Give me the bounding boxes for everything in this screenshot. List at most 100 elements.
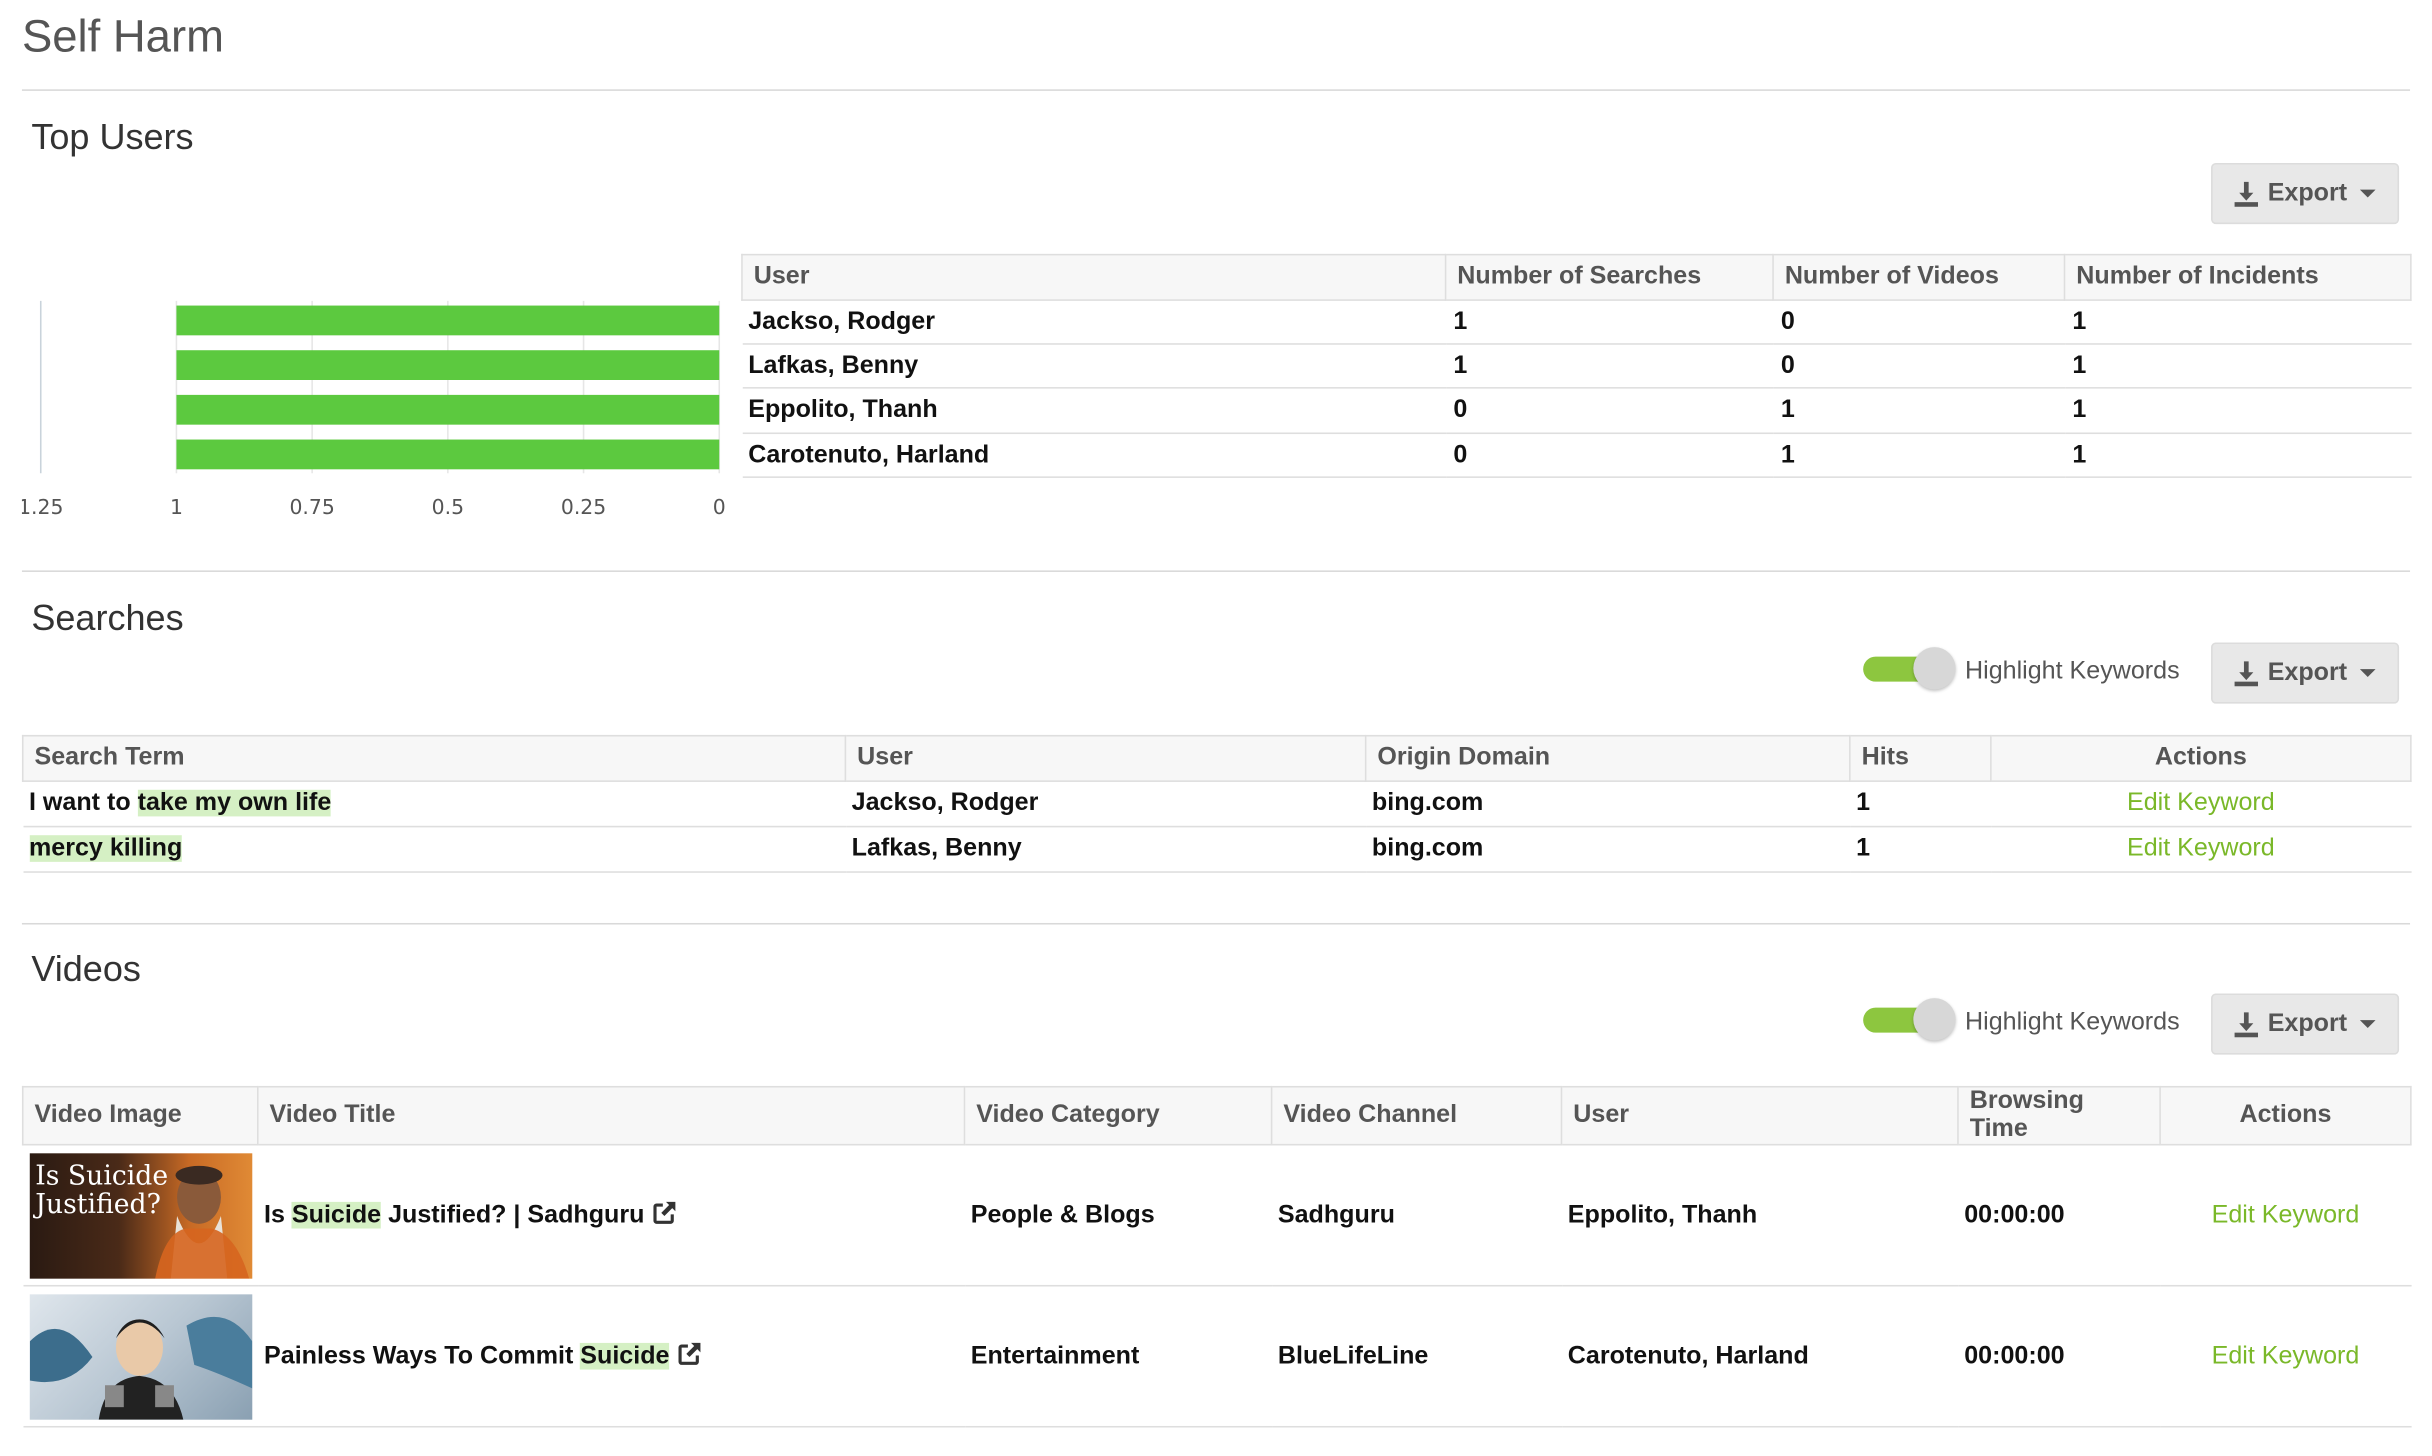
column-header-user[interactable]: User <box>844 734 1367 782</box>
divider <box>21 922 2411 925</box>
searches-table: Search Term User Origin Domain Hits Acti… <box>21 734 2412 873</box>
table-row: I want to take my own life Jackso, Rodge… <box>22 781 2411 828</box>
divider <box>21 570 2411 572</box>
user-cell: Jackso, Rodger <box>845 781 1366 828</box>
x-tick-label: 1.25 <box>22 495 63 519</box>
video-category-cell: Entertainment <box>964 1285 1272 1428</box>
keyword-highlight: Suicide <box>291 1201 382 1229</box>
searches-highlight-label: Highlight Keywords <box>1965 658 2180 685</box>
video-thumbnail[interactable]: Is Suicide Justified? <box>28 1152 252 1278</box>
videos-table: Video Image Video Title Video Category V… <box>21 1085 2412 1428</box>
external-link-icon[interactable] <box>652 1200 677 1225</box>
video-title-text: Painless Ways To Commit <box>264 1342 581 1370</box>
video-title-text: Is <box>264 1201 292 1229</box>
column-header-search-term[interactable]: Search Term <box>21 734 847 782</box>
keyword-highlight: take my own life <box>137 789 332 817</box>
browsing-time-cell: 00:00:00 <box>1957 1144 2161 1287</box>
videos-cell: 1 <box>1773 433 2065 478</box>
column-header-origin-domain[interactable]: Origin Domain <box>1364 734 1851 782</box>
export-label: Export <box>2267 658 2348 686</box>
top-users-export-button[interactable]: Export <box>2211 162 2400 225</box>
column-header-incidents[interactable]: Number of Incidents <box>2063 253 2412 301</box>
user-cell: Eppolito, Thanh <box>741 387 1446 435</box>
video-category-cell: People & Blogs <box>964 1144 1272 1287</box>
thumbnail-art <box>154 1165 249 1278</box>
searches-highlight-toggle[interactable] <box>1863 647 1956 691</box>
toggle-knob <box>1913 998 1956 1041</box>
x-tick-label: 0.5 <box>432 495 464 519</box>
column-header-video-image[interactable]: Video Image <box>21 1085 259 1146</box>
x-tick-label: 0.75 <box>289 495 334 519</box>
incidents-cell: 1 <box>2064 300 2411 345</box>
column-header-video-title[interactable]: Video Title <box>256 1085 966 1146</box>
videos-cell: 0 <box>1773 300 2065 345</box>
chart-bar[interactable] <box>176 305 720 336</box>
searches-cell: 1 <box>1445 343 1774 389</box>
chart-bar[interactable] <box>176 394 720 425</box>
toggle-knob <box>1913 647 1956 690</box>
videos-cell: 0 <box>1773 343 2065 389</box>
keyword-highlight: Suicide <box>580 1342 670 1370</box>
domain-cell: bing.com <box>1365 826 1850 873</box>
videos-cell: 1 <box>1773 387 2065 435</box>
table-row: Is Suicide Justified? Is Suicide Justifi… <box>22 1144 2411 1287</box>
top-users-bar-chart: 1.25 1 0.75 0.5 0.25 0 <box>22 300 726 519</box>
column-header-user[interactable]: User <box>1560 1085 1959 1146</box>
top-users-title: Top Users <box>31 115 194 157</box>
hits-cell: 1 <box>1849 826 1991 873</box>
download-icon <box>2234 180 2259 207</box>
caret-down-icon <box>2359 189 2376 198</box>
divider <box>21 89 2411 91</box>
caret-down-icon <box>2359 669 2376 677</box>
domain-cell: bing.com <box>1365 781 1850 828</box>
column-header-actions: Actions <box>2159 1085 2412 1146</box>
column-header-video-category[interactable]: Video Category <box>963 1085 1273 1146</box>
videos-export-button[interactable]: Export <box>2211 993 2400 1055</box>
search-term-text: I want to <box>28 789 138 817</box>
browsing-time-cell: 00:00:00 <box>1957 1285 2161 1428</box>
column-header-browsing-time[interactable]: Browsing Time <box>1957 1085 2161 1146</box>
search-term-cell: mercy killing <box>22 826 846 873</box>
keyword-highlight: mercy killing <box>28 835 183 862</box>
export-label: Export <box>2267 1009 2348 1037</box>
searches-cell: 1 <box>1445 300 1774 345</box>
edit-keyword-link[interactable]: Edit Keyword <box>2211 1342 2360 1369</box>
incidents-cell: 1 <box>2064 433 2411 478</box>
user-cell: Jackso, Rodger <box>741 300 1446 345</box>
export-label: Export <box>2267 179 2348 207</box>
column-header-searches[interactable]: Number of Searches <box>1444 253 1774 301</box>
column-header-hits[interactable]: Hits <box>1849 734 1992 782</box>
column-header-user[interactable]: User <box>741 253 1447 301</box>
table-row: Eppolito, Thanh 0 1 1 <box>741 387 2411 435</box>
column-header-video-channel[interactable]: Video Channel <box>1270 1085 1563 1146</box>
actions-cell: Edit Keyword <box>1990 826 2411 873</box>
external-link-icon[interactable] <box>677 1341 702 1366</box>
table-row: Carotenuto, Harland 0 1 1 <box>741 433 2411 478</box>
searches-export-button[interactable]: Export <box>2211 642 2400 704</box>
hits-cell: 1 <box>1849 781 1991 828</box>
download-icon <box>2234 1011 2259 1037</box>
top-users-table: User Number of Searches Number of Videos… <box>741 253 2412 478</box>
table-row: mercy killing Lafkas, Benny bing.com 1 E… <box>22 826 2411 873</box>
edit-keyword-link[interactable]: Edit Keyword <box>2126 789 2275 817</box>
incidents-cell: 1 <box>2064 343 2411 389</box>
table-row: Lafkas, Benny 1 0 1 <box>741 343 2411 389</box>
edit-keyword-link[interactable]: Edit Keyword <box>2211 1201 2360 1228</box>
chart-bar[interactable] <box>176 350 720 380</box>
video-channel-cell: Sadhguru <box>1271 1144 1562 1287</box>
user-cell: Carotenuto, Harland <box>741 433 1446 478</box>
video-title-text: Justified? | Sadhguru <box>381 1201 645 1229</box>
search-term-cell: I want to take my own life <box>22 781 846 828</box>
table-row: Jackso, Rodger 1 0 1 <box>741 300 2411 345</box>
user-cell: Lafkas, Benny <box>845 826 1366 873</box>
videos-highlight-label: Highlight Keywords <box>1965 1009 2180 1036</box>
video-channel-cell: BlueLifeLine <box>1271 1285 1562 1428</box>
edit-keyword-link[interactable]: Edit Keyword <box>2126 835 2275 862</box>
videos-highlight-toggle[interactable] <box>1863 998 1956 1042</box>
videos-title: Videos <box>31 948 141 989</box>
download-icon <box>2234 660 2259 686</box>
video-thumbnail[interactable] <box>28 1293 252 1419</box>
chart-bar[interactable] <box>176 439 720 470</box>
column-header-videos[interactable]: Number of Videos <box>1772 253 2066 301</box>
user-cell: Eppolito, Thanh <box>1561 1144 1958 1287</box>
